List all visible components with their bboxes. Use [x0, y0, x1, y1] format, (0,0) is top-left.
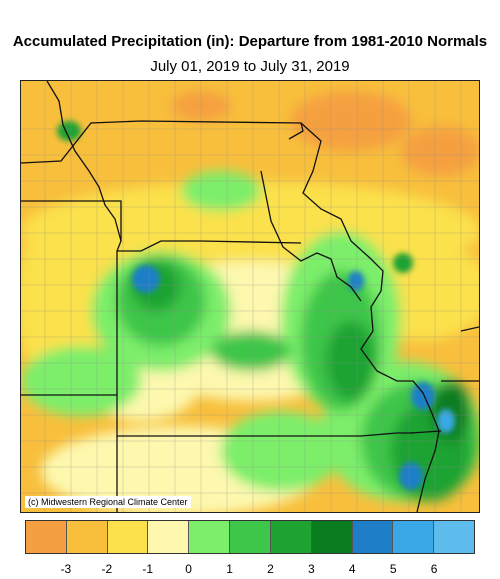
legend-label: 0: [185, 562, 192, 576]
legend-label: -1: [142, 562, 154, 576]
legend-swatch: [393, 521, 435, 553]
legend-swatch: [66, 521, 108, 553]
state-borders: [21, 81, 479, 512]
legend-labels: -3 -2 -1 0 1 2 3 4 5 6: [25, 562, 475, 576]
legend-label: 4: [348, 562, 356, 576]
legend-swatch: [107, 521, 149, 553]
map-canvas: [21, 81, 479, 512]
map-title: Accumulated Precipitation (in): Departur…: [12, 33, 488, 50]
legend-swatch: [148, 521, 190, 553]
legend-swatch: [230, 521, 271, 553]
legend-swatch: [434, 521, 474, 553]
legend-label: 6: [430, 562, 438, 576]
legend-swatch: [311, 521, 353, 553]
legend-label: 2: [267, 562, 274, 576]
legend-label: 5: [389, 562, 397, 576]
legend-swatch: [189, 521, 231, 553]
credit-label: (c) Midwestern Regional Climate Center: [25, 496, 191, 508]
legend-label: 1: [226, 562, 233, 576]
legend-swatch: [352, 521, 394, 553]
legend-label: 3: [308, 562, 315, 576]
precipitation-map: (c) Midwestern Regional Climate Center: [20, 80, 480, 513]
legend-label: -3: [60, 562, 72, 576]
river-borders: [260, 170, 362, 302]
legend-swatch: [270, 521, 312, 553]
legend-swatch: [26, 521, 67, 553]
legend-label: -2: [101, 562, 113, 576]
color-legend: [25, 520, 475, 554]
county-lines: [21, 81, 479, 512]
map-subtitle: July 01, 2019 to July 31, 2019: [150, 58, 350, 75]
